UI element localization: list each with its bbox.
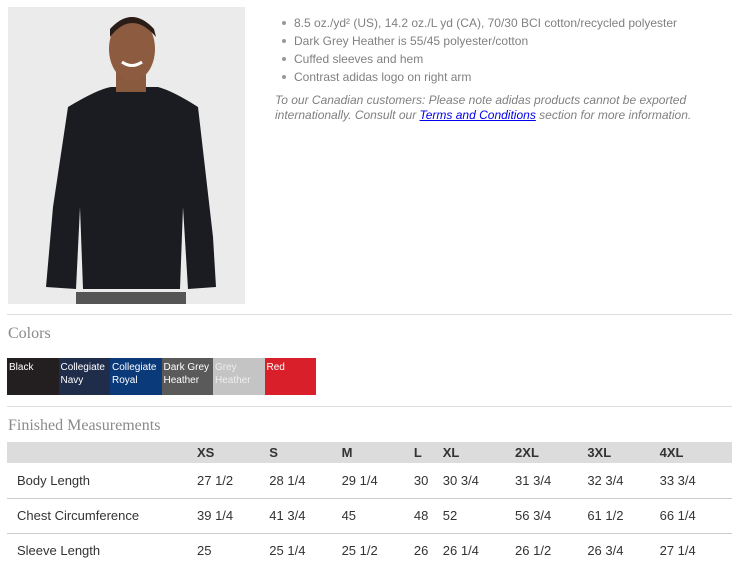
measurement-cell: 52 <box>442 498 516 534</box>
divider <box>7 314 732 315</box>
measurement-cell: 29 1/4 <box>341 463 414 499</box>
model-sweatshirt-image <box>8 7 245 304</box>
canadian-customers-note: To our Canadian customers: Please note a… <box>275 93 715 123</box>
row-label: Sleeve Length <box>17 543 101 559</box>
table-row: Chest Circumference 39 1/4 41 3/4 45 48 52 56 … <box>7 498 732 534</box>
measurement-cell: 28 1/4 <box>269 463 342 499</box>
row-label: Body Length <box>7 463 197 499</box>
measurement-cell: 27 1/2 <box>197 463 270 499</box>
measurement-cell: 25 <box>197 543 212 559</box>
measurements-title: Finished Measurements <box>8 417 161 434</box>
divider <box>7 406 732 407</box>
measurement-cell: 45 <box>341 498 414 534</box>
feature-item: 8.5 oz./yd² (US), 14.2 oz./L yd (CA), 70… <box>275 16 715 30</box>
measurement-cell: 26 3/4 <box>587 543 624 559</box>
feature-item: Contrast adidas logo on right arm <box>275 70 715 84</box>
feature-item: Dark Grey Heather is 55/45 polyester/cot… <box>275 34 715 48</box>
measurement-cell: 26 <box>413 543 429 559</box>
color-swatch[interactable]: Dark Grey Heather <box>161 358 213 395</box>
color-swatch[interactable]: Grey Heather <box>213 358 265 395</box>
measurement-cell: 61 1/2 <box>587 498 660 534</box>
measurement-cell: 66 1/4 <box>659 498 732 534</box>
size-header: M <box>341 442 414 463</box>
table-row: Sleeve Length 25 25 1/4 25 1/2 26 26 1/4 26 1/… <box>7 533 732 568</box>
measurement-cell: 33 3/4 <box>659 463 732 499</box>
color-swatch[interactable]: Collegiate Navy <box>58 358 110 395</box>
measurement-cell: 30 <box>413 463 443 499</box>
measurement-cell: 27 1/4 <box>659 543 696 559</box>
measurement-cell: 41 3/4 <box>269 498 342 534</box>
size-header: 2XL <box>515 442 588 463</box>
table-row: Body Length 27 1/2 28 1/4 29 1/4 30 30 3/4 31 … <box>7 463 732 499</box>
feature-list: 8.5 oz./yd² (US), 14.2 oz./L yd (CA), 70… <box>275 16 715 84</box>
measurement-cell: 56 3/4 <box>515 498 588 534</box>
measurement-cell: 26 1/2 <box>515 543 552 559</box>
color-swatch[interactable]: Red <box>264 358 316 395</box>
header-blank <box>7 442 197 463</box>
terms-and-conditions-link[interactable]: Terms and Conditions <box>419 108 536 122</box>
color-swatch[interactable]: Black <box>7 358 59 395</box>
measurement-cell: 31 3/4 <box>515 463 588 499</box>
measurement-cell: 26 1/4 <box>442 543 479 559</box>
table-header-row: XS S M L XL 2XL 3XL 4XL <box>7 442 732 463</box>
color-swatches: Black Collegiate Navy Collegiate Royal Dark… <box>7 358 316 395</box>
product-details: 8.5 oz./yd² (US), 14.2 oz./L yd (CA), 70… <box>275 16 715 123</box>
color-swatch[interactable]: Collegiate Royal <box>110 358 162 395</box>
size-header: L <box>413 442 443 463</box>
measurement-cell: 32 3/4 <box>587 463 660 499</box>
size-header: 4XL <box>659 442 732 463</box>
size-header: 3XL <box>587 442 660 463</box>
feature-item: Cuffed sleeves and hem <box>275 52 715 66</box>
note-text-end: section for more information. <box>535 108 692 122</box>
product-photo <box>8 7 245 304</box>
measurement-cell: 25 1/4 <box>269 543 306 559</box>
measurement-cell: 30 3/4 <box>442 463 516 499</box>
note-text: To our Canadian customers: Please note a… <box>275 93 687 122</box>
measurements-table: XS S M L XL 2XL 3XL 4XL Body Length 27 1/2 28 1/4… <box>7 442 732 568</box>
size-header: XL <box>442 442 516 463</box>
row-label: Chest Circumference <box>7 498 197 534</box>
size-header: XS <box>197 442 270 463</box>
measurement-cell: 39 1/4 <box>197 498 270 534</box>
measurement-cell: 25 1/2 <box>341 543 378 559</box>
colors-title: Colors <box>8 325 51 342</box>
measurement-cell: 48 <box>413 498 443 534</box>
size-header: S <box>269 442 342 463</box>
